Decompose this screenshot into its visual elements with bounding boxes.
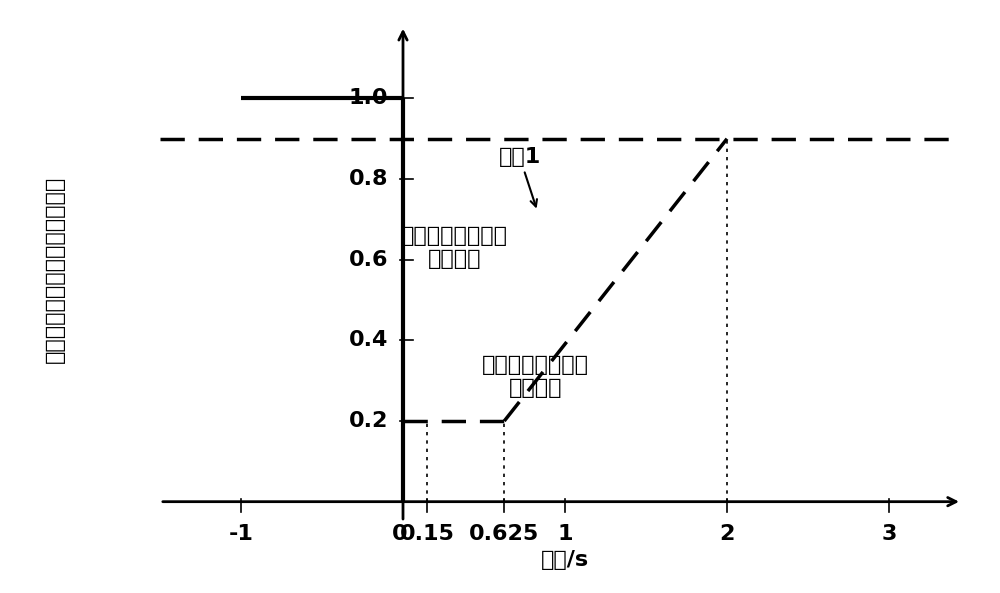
Text: -1: -1 — [229, 524, 253, 544]
Text: 0.6: 0.6 — [349, 250, 388, 270]
Text: 光伏发电站并网点电压（三相）: 光伏发电站并网点电压（三相） — [45, 176, 65, 364]
Text: 0.625: 0.625 — [469, 524, 539, 544]
Text: 时间/s: 时间/s — [541, 550, 589, 570]
Text: 光伏发电站可以从
电网切出: 光伏发电站可以从 电网切出 — [482, 355, 589, 398]
Text: 0.2: 0.2 — [349, 411, 388, 431]
Text: 0.4: 0.4 — [349, 330, 388, 350]
Text: 0.8: 0.8 — [349, 169, 388, 189]
Text: 曲线1: 曲线1 — [499, 147, 541, 206]
Text: 1.0: 1.0 — [349, 88, 388, 109]
Text: 0.15: 0.15 — [400, 524, 455, 544]
Text: 1: 1 — [557, 524, 573, 544]
Text: 3: 3 — [881, 524, 897, 544]
Text: 0: 0 — [392, 524, 408, 544]
Text: 光伏发电站不脱网
持续运行: 光伏发电站不脱网 持续运行 — [401, 226, 508, 269]
Text: 2: 2 — [719, 524, 735, 544]
